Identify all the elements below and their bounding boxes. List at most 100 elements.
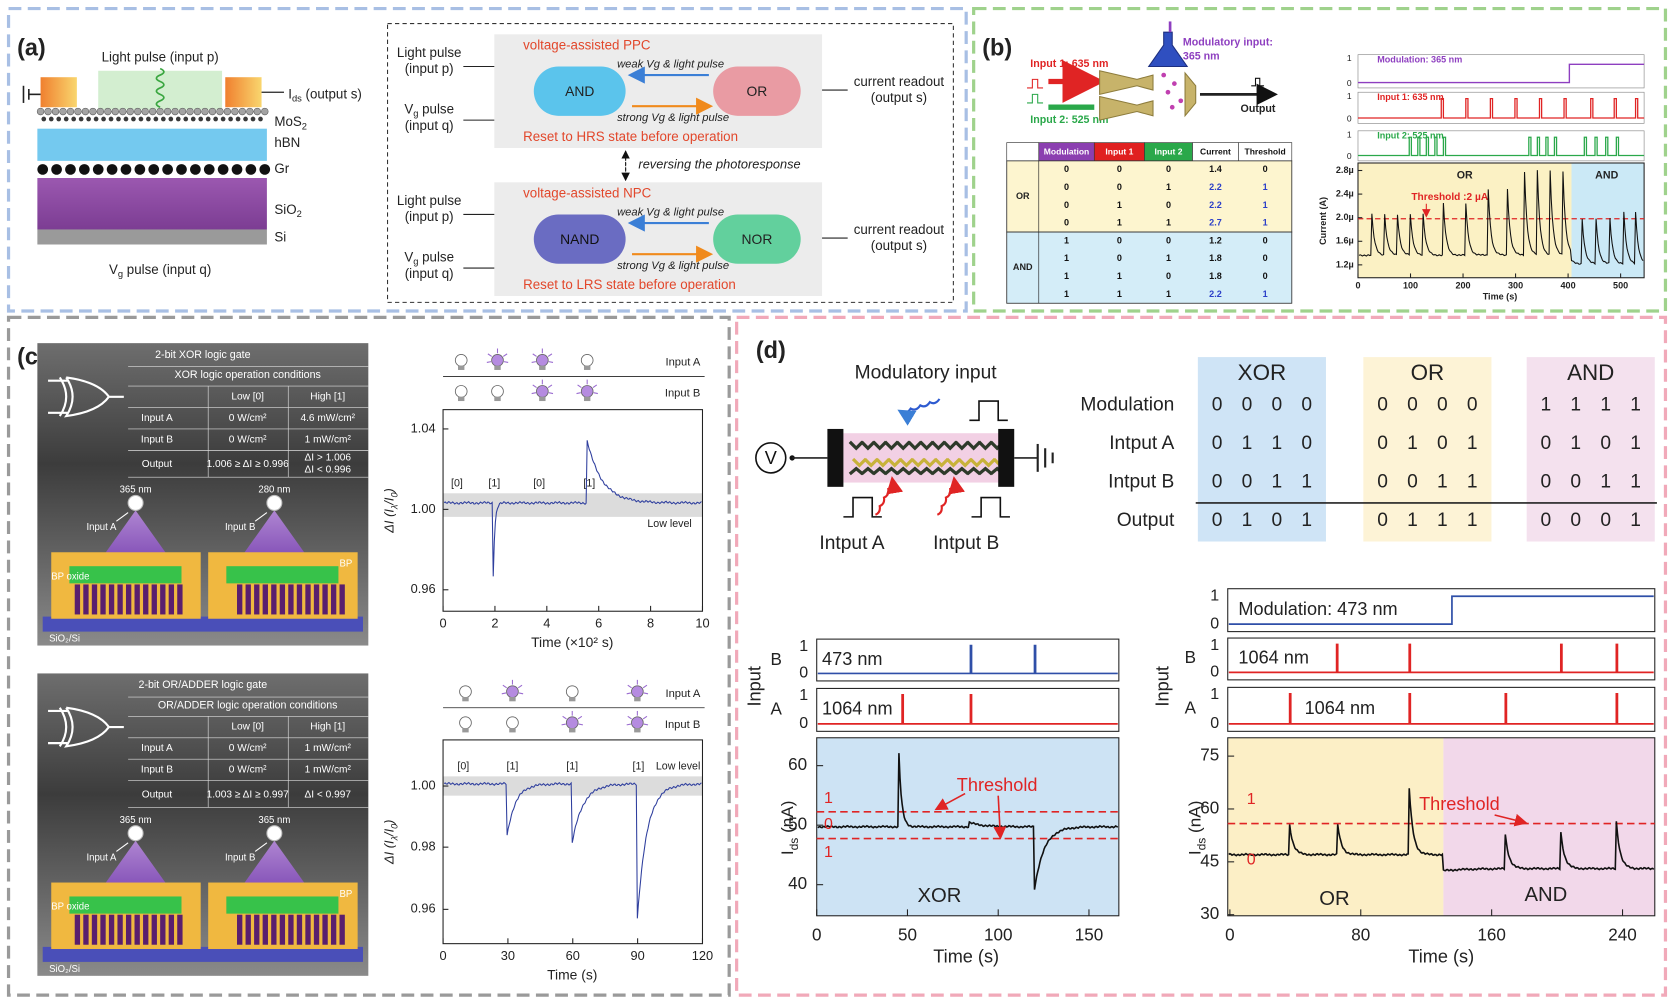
atom [198, 116, 204, 122]
gate-symbol [48, 376, 124, 418]
atom [56, 116, 62, 122]
label: Reset to LRS state before operation [523, 277, 736, 292]
table-cell: 1.8 [1209, 253, 1222, 263]
table-cell: 0 [1263, 164, 1268, 174]
table-cell: 0 [1377, 433, 1388, 454]
state-label: [1] [566, 761, 578, 773]
ray [532, 353, 537, 357]
bp-layer [91, 914, 98, 945]
bp-layer [313, 914, 320, 945]
text-part: g [118, 270, 123, 280]
panel-label: (b) [982, 35, 1012, 61]
line [116, 512, 129, 522]
tick-label: 0 [439, 615, 446, 630]
molecule [875, 457, 891, 468]
ray [517, 684, 523, 689]
text-part: pulse (input q) [123, 262, 211, 277]
table-cell: 0 [1301, 433, 1312, 454]
label: Vg pulse [404, 249, 454, 267]
graphene-atom [245, 164, 257, 175]
bp-layer [117, 914, 123, 945]
text-part: g [413, 257, 418, 267]
molecule [942, 466, 958, 476]
axis-label: Time (s) [1483, 291, 1518, 301]
bp-layer [279, 914, 286, 945]
molecule [919, 466, 935, 476]
atom [44, 107, 52, 116]
molecule [887, 457, 903, 468]
table-cell: 0 [1377, 510, 1388, 531]
axis-label: Input [1153, 666, 1173, 707]
graphene-atom [79, 164, 90, 175]
trace [1228, 595, 1654, 625]
bulb-base [634, 728, 641, 733]
label: (input p) [405, 209, 454, 224]
label: (output s) [871, 90, 927, 105]
label: current readout [854, 222, 945, 237]
particle [1169, 104, 1175, 110]
ray [531, 392, 537, 395]
atom [201, 107, 209, 116]
molecule [884, 466, 899, 476]
table-cell: 0 [1263, 271, 1268, 281]
label: 1 mW/cm² [305, 765, 352, 776]
light-wave [936, 476, 965, 516]
table-cell: 0 [1570, 510, 1581, 531]
molecule [919, 440, 935, 451]
table-cell: 0 [1212, 433, 1223, 454]
bulb-base [509, 728, 516, 733]
particle [1165, 89, 1171, 95]
tick-label: 80 [1351, 926, 1370, 945]
label: Input A [141, 413, 173, 424]
atom [86, 116, 91, 122]
table-cell: 0 [1212, 394, 1223, 415]
tick-label: 1.6µ [1336, 236, 1354, 246]
text-part: pulse [418, 249, 454, 264]
bp-layer [262, 584, 268, 615]
tick-label: 1.00 [411, 501, 436, 516]
graphene-atom [106, 164, 118, 175]
state-label: [1] [632, 761, 644, 773]
label: Light pulse [397, 193, 461, 208]
state-label: [1] [583, 477, 595, 489]
bulb [506, 685, 519, 698]
label: BP [339, 889, 352, 900]
ray [561, 723, 566, 726]
tick-label: 2 [491, 615, 498, 630]
trace-label: Input 2: 525 nm [1377, 131, 1443, 141]
low-level-band [443, 776, 703, 796]
table-cell: 1 [1570, 394, 1581, 415]
panel-border [735, 315, 1668, 997]
table-cell: 0 [1437, 394, 1448, 415]
bp-layer [262, 914, 268, 945]
table-cell: 0 [1064, 164, 1069, 174]
atom [116, 116, 121, 122]
table-cell: 0 [1570, 472, 1581, 493]
bulb [631, 716, 644, 730]
atom [71, 116, 77, 122]
label: strong Vg & light pulse [617, 112, 729, 124]
bp-layer [91, 584, 98, 615]
label: 0 W/cm² [229, 743, 267, 754]
table-cell: 0 [1242, 472, 1253, 493]
bp-layer [134, 584, 140, 615]
atom [153, 116, 159, 122]
ray [578, 723, 584, 726]
gate-oval [713, 214, 801, 264]
bp-oxide [69, 896, 182, 914]
pulse-icon [969, 400, 1008, 422]
atom [131, 116, 136, 122]
bulb-base [494, 365, 501, 370]
tick-label: 500 [1613, 281, 1628, 291]
label: weak Vg & light pulse [617, 58, 724, 70]
graphene-atom [176, 164, 187, 175]
atom [74, 107, 82, 116]
table-cell: 0 [1064, 218, 1069, 228]
region-label: AND [1595, 170, 1618, 182]
label: 2-bit XOR logic gate [155, 349, 250, 361]
state-label: [0] [457, 761, 469, 773]
trace [1357, 136, 1645, 157]
table-cell: 0 [1212, 472, 1223, 493]
table-cell: 0 [1117, 253, 1122, 263]
label: ΔI < 0.997 [305, 789, 352, 800]
